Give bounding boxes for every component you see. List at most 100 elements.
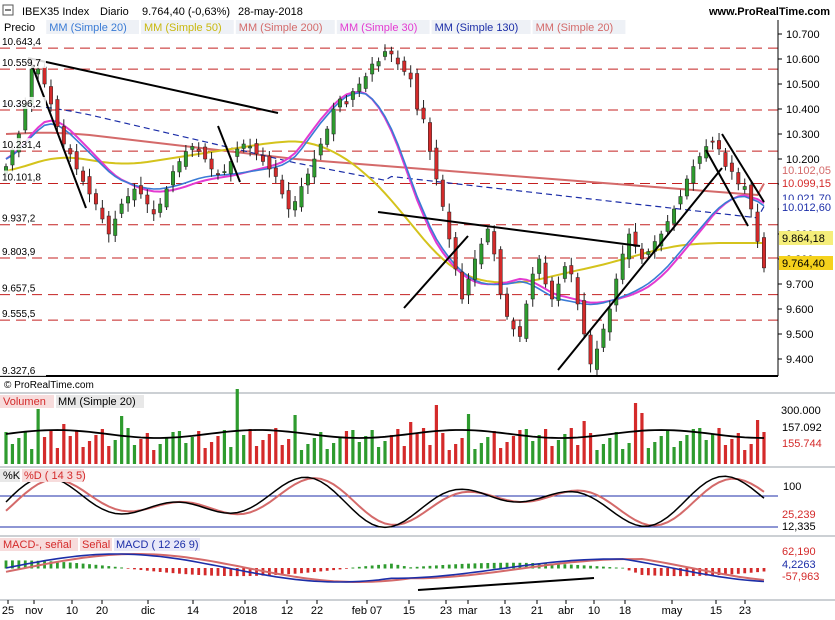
candle xyxy=(254,143,259,155)
macd-histogram-bar xyxy=(312,568,316,573)
volume-bar xyxy=(409,422,413,464)
macd-tag-bg xyxy=(779,544,833,557)
trend-line xyxy=(403,235,469,309)
candle xyxy=(537,258,542,274)
volume-legend-bg xyxy=(0,395,54,408)
price-level-label-bg xyxy=(0,96,46,109)
trend-line xyxy=(557,167,723,371)
macd-histogram-bar xyxy=(345,568,348,569)
macd-line xyxy=(5,553,765,583)
candle xyxy=(248,146,253,149)
candle xyxy=(87,176,92,195)
candle xyxy=(312,158,317,178)
price-tag: 9.764,40 xyxy=(782,258,825,270)
macd-histogram-bar xyxy=(300,568,303,574)
trend-line xyxy=(29,59,87,209)
candle xyxy=(543,262,548,285)
volume-bar xyxy=(312,438,316,464)
x-axis-label: 15 xyxy=(403,605,415,617)
macd-histogram-bar xyxy=(550,563,554,569)
volume-bar xyxy=(428,445,432,464)
volume-bar xyxy=(370,430,374,464)
macd-histogram-bar xyxy=(460,563,464,569)
volume-bar xyxy=(23,432,27,464)
macd-histogram-bar xyxy=(152,568,156,572)
sma200-line xyxy=(5,131,765,197)
candle xyxy=(119,203,124,214)
candle xyxy=(434,147,439,180)
volume-bar xyxy=(441,433,445,464)
price-tag: 10.099,15 xyxy=(782,178,831,190)
volume-bar xyxy=(633,403,638,464)
candle xyxy=(575,277,580,305)
price-tag-bg xyxy=(779,176,833,190)
volume-bar xyxy=(55,448,59,464)
price-level-label: 9.327,6 xyxy=(2,366,36,377)
macd-params-legend: MACD ( 12 26 9) xyxy=(116,539,199,551)
candle xyxy=(338,98,342,108)
macd-tag: 62,190 xyxy=(782,546,816,558)
volume-bar xyxy=(113,440,117,464)
volume-bar xyxy=(659,436,663,464)
volume-bar xyxy=(711,434,715,464)
volume-bar xyxy=(614,432,618,464)
price-level-label-bg xyxy=(0,307,46,320)
candle xyxy=(460,271,465,300)
macd-lines xyxy=(4,553,766,583)
volume-bar xyxy=(177,431,182,464)
macd-histogram-bar xyxy=(749,568,753,573)
x-axis-label: dic xyxy=(141,605,156,617)
trend-line xyxy=(705,149,749,227)
candle xyxy=(601,328,606,348)
macd-histogram-bar xyxy=(293,568,297,574)
macd-histogram-bar xyxy=(505,562,509,569)
volume-bar xyxy=(267,434,271,464)
x-axis-label: 22 xyxy=(311,605,323,617)
volume-bar xyxy=(723,445,728,464)
volume-bar xyxy=(351,430,355,464)
candle xyxy=(344,101,349,105)
volume-bar xyxy=(100,429,104,464)
volume-bar xyxy=(762,432,766,464)
macd-histogram-bar xyxy=(589,565,592,569)
macd-histogram-bar xyxy=(287,568,291,575)
candle xyxy=(415,73,420,110)
volume-bar xyxy=(4,432,8,464)
macd-histogram-bar xyxy=(659,568,663,576)
candle xyxy=(286,190,291,210)
macd-histogram-bar xyxy=(640,568,644,575)
price-axis-tick: 10.500 xyxy=(786,79,820,91)
candle xyxy=(479,243,484,265)
price-level-label-bg xyxy=(0,364,46,377)
macd-histogram-bar xyxy=(653,568,657,576)
price-level-label-bg xyxy=(0,56,46,69)
candle xyxy=(556,283,561,301)
volume-bar xyxy=(126,428,130,464)
volume-bar xyxy=(755,420,760,464)
volume-bar xyxy=(248,429,252,464)
x-axis-label: 21 xyxy=(531,605,543,617)
macd-histogram-bar xyxy=(569,564,573,569)
volume-bar xyxy=(87,441,92,464)
stochastic-panel[interactable] xyxy=(0,468,835,535)
macd-histogram-bar xyxy=(30,560,34,569)
candle xyxy=(530,273,535,300)
volume-bar xyxy=(254,446,259,464)
candle xyxy=(145,194,150,205)
header-bar xyxy=(0,0,835,20)
candle xyxy=(762,237,766,269)
candle xyxy=(485,228,490,243)
volume-bar xyxy=(563,434,567,464)
x-axis-label: 10 xyxy=(66,605,78,617)
signal-legend: Señal xyxy=(82,539,110,551)
candle xyxy=(472,258,477,280)
candle xyxy=(363,76,368,89)
collapse-icon[interactable] xyxy=(2,4,14,16)
price-tag-bg xyxy=(779,231,833,245)
candle xyxy=(318,143,323,156)
macd-histogram-bar xyxy=(383,564,387,569)
price-legend-bg xyxy=(141,20,234,34)
x-axis-label: abr xyxy=(558,605,574,617)
macd-histogram-bar xyxy=(190,568,194,575)
